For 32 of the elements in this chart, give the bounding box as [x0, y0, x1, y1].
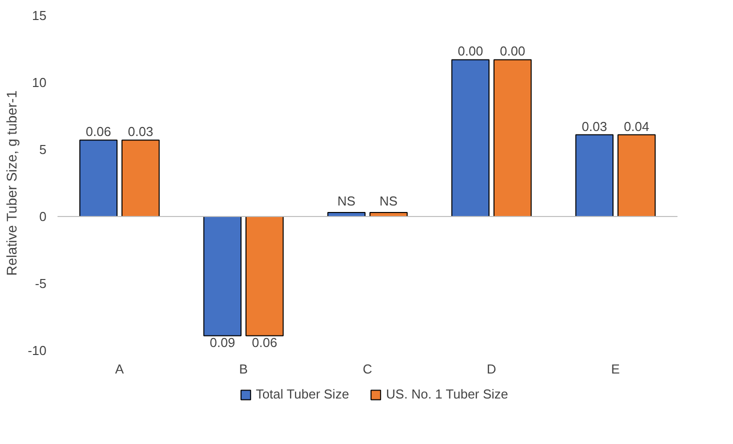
bar: [451, 59, 490, 217]
annotation: 0.06: [252, 334, 278, 350]
y-tick-label: -5: [34, 276, 47, 291]
annotation: 0.06: [86, 124, 112, 140]
annotation: 0.00: [500, 44, 526, 59]
annotation: 0.03: [128, 124, 154, 140]
annotation: 0.09: [210, 334, 236, 350]
annotation: NS: [337, 193, 356, 208]
bar: [245, 216, 284, 336]
y-tick-label: 10: [32, 75, 47, 90]
x-tick-label: B: [239, 362, 248, 376]
annotation: 0.00: [458, 44, 484, 59]
y-tick-label: -10: [28, 343, 47, 358]
annotation: NS: [380, 193, 398, 208]
bar: [121, 140, 160, 217]
bar: [493, 59, 532, 217]
y-tick-label: 5: [39, 142, 47, 157]
x-tick-label: D: [486, 362, 496, 376]
bar: [79, 140, 118, 217]
y-tick-label: 15: [32, 8, 47, 23]
bar: [617, 134, 656, 217]
legend-label: US. No. 1 Tuber Size: [386, 386, 508, 402]
y-tick-label: 0: [39, 209, 47, 224]
y-axis-title: Relative Tuber Size, g tuber-1: [4, 90, 20, 276]
legend-label: Total Tuber Size: [256, 386, 350, 402]
x-tick-label: C: [362, 362, 372, 376]
bar: [575, 134, 614, 217]
annotation: 0.03: [582, 118, 608, 134]
x-tick-label: E: [611, 362, 620, 376]
x-tick-label: A: [115, 362, 124, 376]
annotation: 0.04: [624, 118, 650, 134]
bar: [203, 216, 242, 336]
